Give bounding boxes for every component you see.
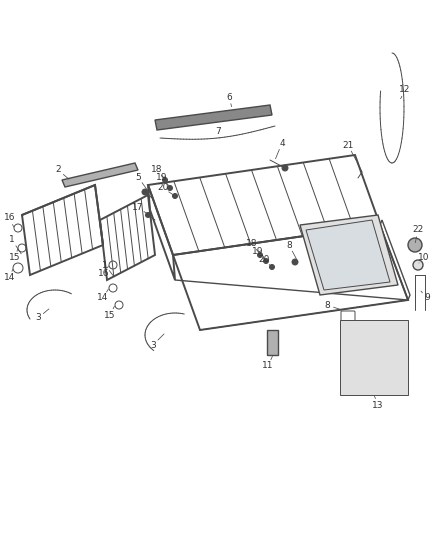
- Circle shape: [145, 213, 151, 217]
- Text: 14: 14: [4, 273, 16, 282]
- Circle shape: [269, 264, 275, 270]
- Text: 4: 4: [279, 139, 285, 148]
- Text: 7: 7: [215, 126, 221, 135]
- Text: 14: 14: [97, 294, 109, 303]
- Text: 16: 16: [4, 214, 16, 222]
- Circle shape: [292, 259, 298, 265]
- Polygon shape: [155, 105, 272, 130]
- Circle shape: [167, 185, 173, 190]
- Circle shape: [408, 238, 422, 252]
- Text: 16: 16: [98, 270, 110, 279]
- Polygon shape: [340, 320, 408, 395]
- Polygon shape: [62, 163, 138, 187]
- Text: 2: 2: [55, 166, 61, 174]
- Text: 17: 17: [132, 204, 144, 213]
- Text: 1: 1: [102, 261, 108, 270]
- Text: 3: 3: [150, 341, 156, 350]
- Text: 20: 20: [157, 183, 169, 192]
- Text: 18: 18: [246, 239, 258, 248]
- Text: 6: 6: [226, 93, 232, 101]
- Text: 11: 11: [262, 361, 274, 370]
- Text: 21: 21: [343, 141, 354, 149]
- Text: 9: 9: [424, 294, 430, 303]
- Text: 15: 15: [9, 254, 21, 262]
- Text: 3: 3: [35, 313, 41, 322]
- Circle shape: [413, 260, 423, 270]
- Text: 18: 18: [151, 166, 163, 174]
- Text: 1: 1: [9, 236, 15, 245]
- Circle shape: [258, 253, 262, 257]
- Text: 20: 20: [258, 255, 270, 264]
- Text: 13: 13: [372, 400, 384, 409]
- Text: 19: 19: [156, 174, 168, 182]
- Polygon shape: [267, 330, 278, 355]
- Text: 19: 19: [252, 247, 264, 256]
- Text: 22: 22: [412, 225, 424, 235]
- Circle shape: [173, 193, 177, 198]
- Circle shape: [142, 189, 148, 195]
- Polygon shape: [300, 215, 398, 295]
- Text: 15: 15: [104, 311, 116, 319]
- Circle shape: [264, 259, 268, 263]
- Text: 8: 8: [286, 240, 292, 249]
- Text: 12: 12: [399, 85, 411, 94]
- Circle shape: [162, 177, 167, 182]
- Text: 8: 8: [324, 301, 330, 310]
- Polygon shape: [306, 220, 390, 290]
- Text: 10: 10: [418, 254, 430, 262]
- Text: 5: 5: [135, 173, 141, 182]
- Circle shape: [282, 165, 288, 171]
